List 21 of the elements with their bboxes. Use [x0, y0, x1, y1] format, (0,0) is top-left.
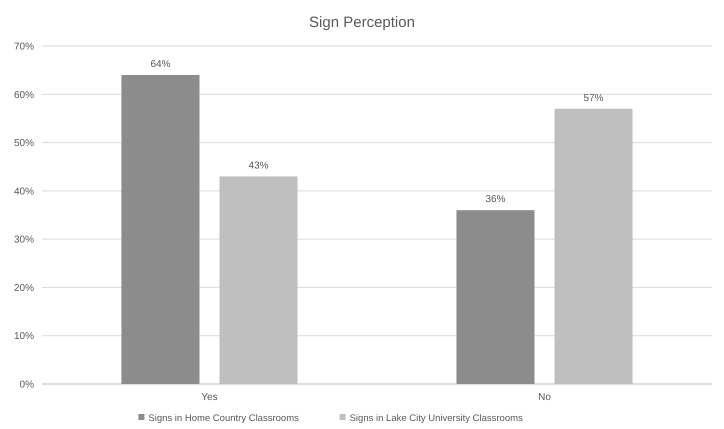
data-label: 64%	[150, 58, 171, 70]
x-tick-label: No	[538, 392, 552, 403]
y-tick-label: 50%	[14, 138, 34, 150]
y-tick-label: 0%	[20, 380, 34, 390]
y-tick-label: 10%	[14, 331, 34, 342]
bar	[121, 74, 200, 384]
bar	[220, 176, 298, 384]
legend-label: Signs in Home Country Classrooms	[148, 413, 300, 424]
data-label: 57%	[584, 92, 604, 104]
y-tick-label: 70%	[14, 42, 34, 52]
y-tick-label: 60%	[14, 90, 34, 101]
y-tick-label: 30%	[14, 234, 34, 246]
bar	[554, 108, 633, 384]
y-tick-label: 40%	[14, 186, 34, 198]
chart-title: Sign Perception	[309, 14, 415, 31]
y-tick-label: 20%	[14, 282, 34, 294]
bar	[456, 210, 534, 384]
data-label: 43%	[248, 160, 269, 172]
data-label: 36%	[485, 194, 506, 206]
x-tick-label: Yes	[201, 392, 218, 403]
legend-label: Signs in Lake City University Classrooms	[350, 413, 524, 424]
